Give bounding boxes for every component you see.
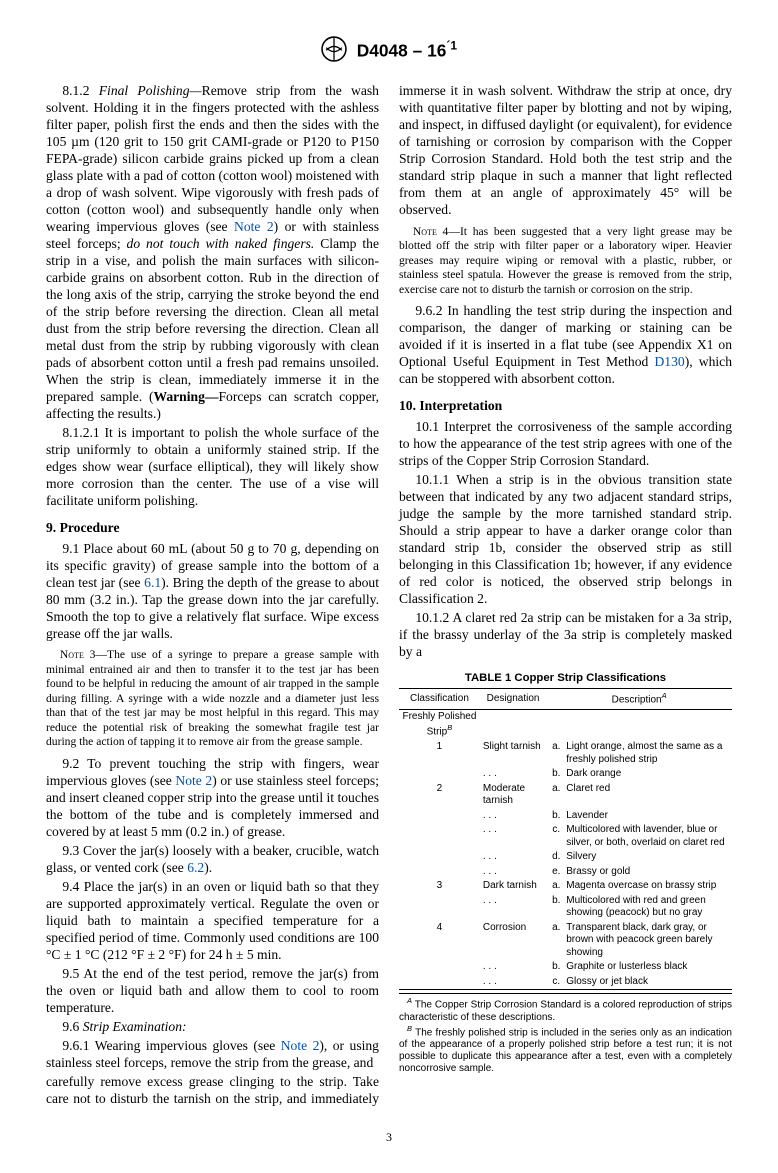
note-3: Note 3—The use of a syringe to prepare a…	[46, 648, 379, 749]
table-footnotes: A The Copper Strip Corrosion Standard is…	[399, 993, 732, 1075]
para-9-6-2: 9.6.2 In handling the test strip during …	[399, 303, 732, 388]
table-header-row: Classification Designation DescriptionA	[399, 689, 732, 710]
table-row: . . .e.Brassy or gold	[399, 865, 732, 880]
heading-10: 10. Interpretation	[399, 398, 732, 415]
table-row: . . .b.Lavender	[399, 809, 732, 824]
th-designation: Designation	[480, 689, 546, 710]
th-classification: Classification	[399, 689, 480, 710]
table-row: Freshly Polished StripB	[399, 709, 732, 740]
table-row: . . .b.Multicolored with red and green s…	[399, 894, 732, 921]
para-8-1-2: 8.1.2 Final Polishing—Remove strip from …	[46, 83, 379, 423]
classification-table: Classification Designation DescriptionA …	[399, 688, 732, 990]
table-row: . . .c.Glossy or jet black	[399, 975, 732, 990]
para-9-6: 9.6 Strip Examination:	[46, 1019, 379, 1036]
document-id-sup: ´1	[446, 39, 457, 53]
table-title: TABLE 1 Copper Strip Classifications	[399, 671, 732, 685]
page-header: D4048 – 16´1	[46, 36, 732, 67]
page-number: 3	[46, 1130, 732, 1145]
astm-logo	[321, 36, 347, 67]
para-9-4: 9.4 Place the jar(s) in an oven or liqui…	[46, 879, 379, 964]
table-row: . . .b.Graphite or lusterless black	[399, 960, 732, 975]
table-row: . . .b.Dark orange	[399, 767, 732, 782]
heading-9: 9. Procedure	[46, 520, 379, 537]
para-9-5: 9.5 At the end of the test period, remov…	[46, 966, 379, 1017]
link-6-1[interactable]: 6.1	[144, 575, 161, 590]
para-10-1: 10.1 Interpret the corrosiveness of the …	[399, 419, 732, 470]
para-8-1-2-1: 8.1.2.1 It is important to polish the wh…	[46, 425, 379, 510]
link-d130[interactable]: D130	[654, 354, 684, 369]
table-row: . . .d.Silvery	[399, 850, 732, 865]
link-note-2-c[interactable]: Note 2	[281, 1038, 320, 1053]
para-9-6-1: 9.6.1 Wearing impervious gloves (see Not…	[46, 1038, 379, 1072]
table-row: 3Dark tarnisha.Magenta overcase on brass…	[399, 879, 732, 894]
document-id: D4048 – 16	[357, 41, 447, 61]
table-row: . . .c.Multicolored with lavender, blue …	[399, 823, 732, 850]
link-6-2[interactable]: 6.2	[187, 860, 204, 875]
table-row: 2Moderate tarnisha.Claret red	[399, 782, 732, 809]
para-10-1-2: 10.1.2 A claret red 2a strip can be mist…	[399, 610, 732, 661]
table-1: TABLE 1 Copper Strip Classifications Cla…	[399, 671, 732, 1075]
para-10-1-1: 10.1.1 When a strip is in the obvious tr…	[399, 472, 732, 608]
link-note-2[interactable]: Note 2	[234, 219, 274, 234]
para-9-2: 9.2 To prevent touching the strip with f…	[46, 756, 379, 841]
body-columns: 8.1.2 Final Polishing—Remove strip from …	[46, 83, 732, 1108]
table-row: 4Corrosiona.Transparent black, dark gray…	[399, 921, 732, 961]
th-description: DescriptionA	[546, 689, 732, 710]
link-note-2-b[interactable]: Note 2	[175, 773, 212, 788]
para-9-1: 9.1 Place about 60 mL (about 50 g to 70 …	[46, 541, 379, 643]
para-9-3: 9.3 Cover the jar(s) loosely with a beak…	[46, 843, 379, 877]
table-row: 1Slight tarnisha.Light orange, almost th…	[399, 740, 732, 767]
note-4: Note 4—It has been suggested that a very…	[399, 225, 732, 297]
